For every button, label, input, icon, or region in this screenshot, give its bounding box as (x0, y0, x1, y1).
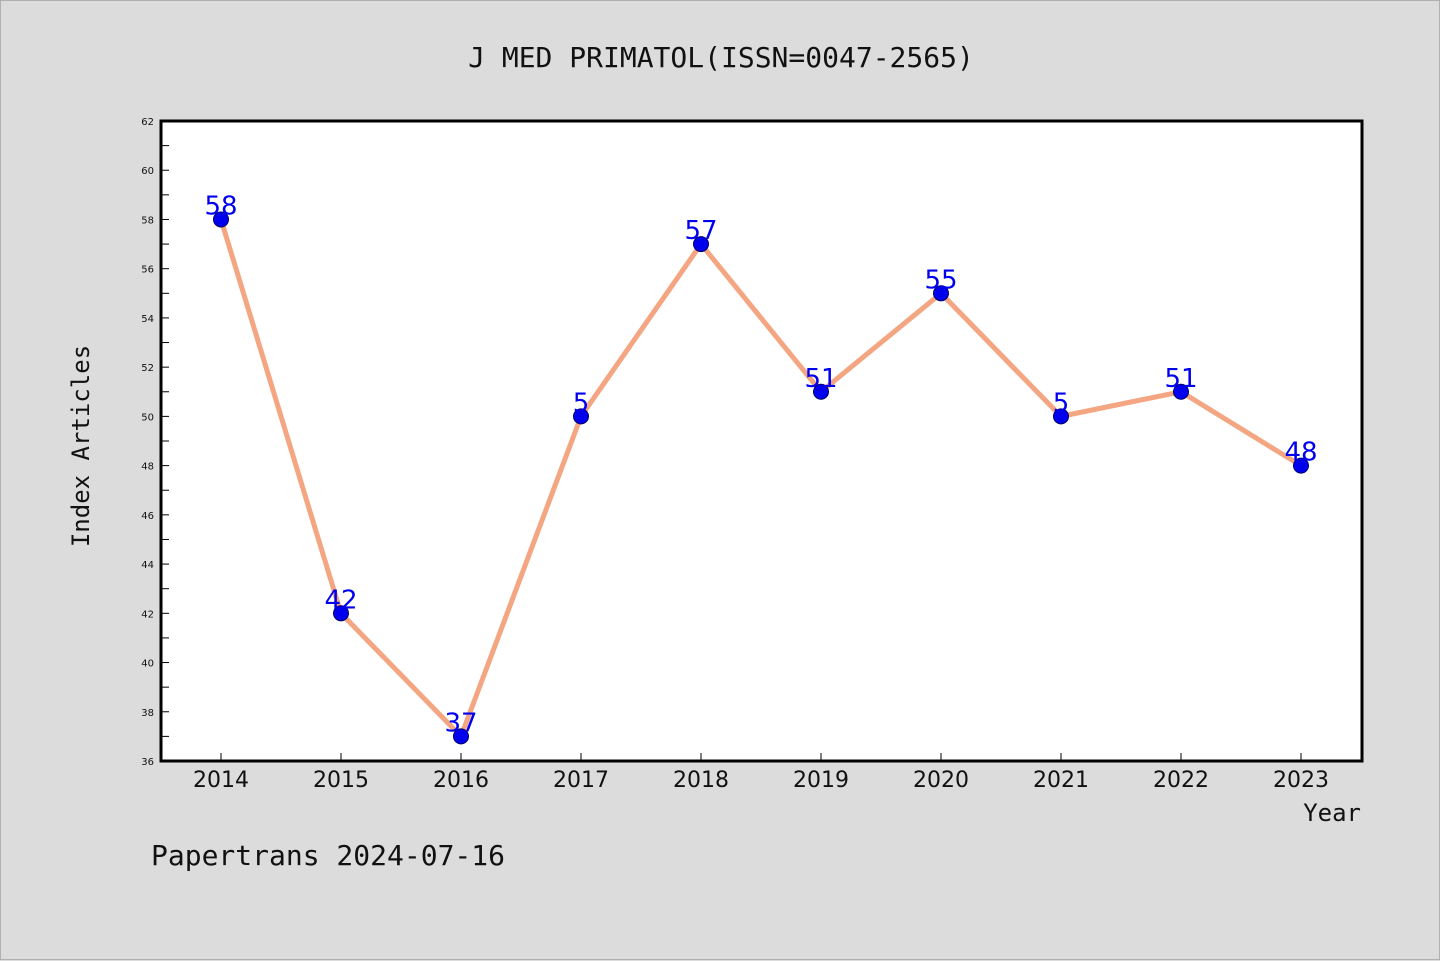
series-line (218, 216, 1304, 739)
plot-area (159, 119, 1364, 763)
footer-credit: Papertrans 2024-07-16 (151, 839, 505, 872)
data-point-marker (333, 605, 349, 622)
data-label: 55 (924, 265, 957, 295)
y-tick-label: 58 (141, 215, 154, 226)
data-label: 57 (684, 216, 717, 246)
data-label: 37 (444, 708, 477, 738)
x-tick-label: 2020 (913, 768, 969, 793)
x-tick-label: 2023 (1273, 768, 1329, 793)
data-point-marker (213, 211, 229, 228)
x-tick-label: 2019 (793, 768, 849, 793)
y-tick-label: 36 (141, 757, 154, 768)
y-axis-title: Index Articles (67, 345, 95, 547)
x-tick-label: 2018 (673, 768, 729, 793)
x-tick-label: 2022 (1153, 768, 1209, 793)
data-point-marker (573, 408, 589, 425)
y-tick-label: 40 (141, 659, 154, 670)
data-label: 5 (573, 388, 590, 418)
series-line-group (213, 211, 1309, 745)
data-point-marker (453, 728, 469, 745)
y-tick-label: 42 (141, 609, 154, 620)
x-tick-label: 2017 (553, 768, 609, 793)
data-label: 58 (204, 191, 237, 221)
y-tick-label: 46 (141, 511, 154, 522)
x-tick-label: 2016 (433, 768, 489, 793)
y-tick-label: 50 (141, 412, 154, 423)
y-tick-label: 52 (141, 363, 154, 374)
data-point-marker (813, 383, 829, 400)
data-label: 42 (324, 585, 357, 615)
y-tick-label: 44 (141, 560, 154, 571)
x-axis-title: Year (1303, 799, 1361, 827)
data-label: 51 (1164, 364, 1197, 394)
x-tick-label: 2021 (1033, 768, 1089, 793)
x-tick-label: 2014 (193, 768, 249, 793)
data-point-marker (693, 236, 709, 253)
data-point-marker (1173, 383, 1189, 400)
y-tick-label: 48 (141, 462, 154, 473)
y-axis: 36 38 40 42 44 46 48 50 52 54 56 58 60 62 (141, 117, 169, 768)
data-point-marker (933, 285, 949, 302)
chart-title: J MED PRIMATOL(ISSN=0047-2565) (468, 41, 974, 74)
y-tick-label: 60 (141, 166, 154, 177)
y-tick-label: 54 (141, 314, 154, 325)
y-tick-label: 38 (141, 708, 154, 719)
y-tick-label: 56 (141, 265, 154, 276)
data-label: 48 (1284, 438, 1317, 468)
data-point-marker (1293, 457, 1309, 474)
data-point-marker (1053, 408, 1069, 425)
data-label: 51 (804, 364, 837, 394)
y-tick-label: 62 (141, 117, 154, 128)
x-axis: 2014 2015 2016 2017 2018 2019 2020 2021 2022 2023 (193, 753, 1329, 793)
data-label: 5 (1053, 388, 1070, 418)
x-tick-label: 2015 (313, 768, 369, 793)
